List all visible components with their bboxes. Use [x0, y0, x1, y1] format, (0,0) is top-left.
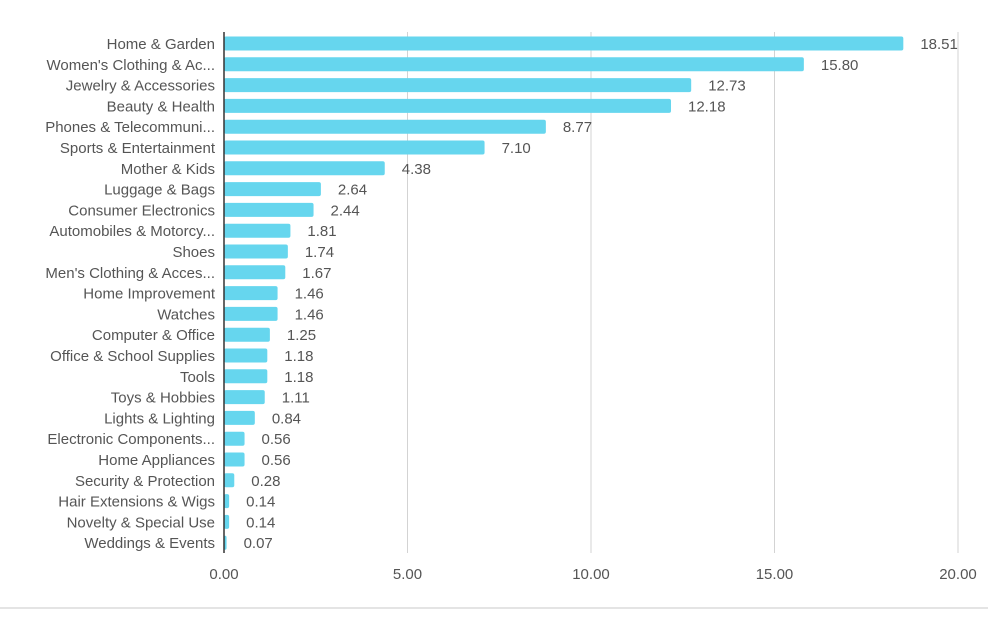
value-label: 1.67	[302, 265, 331, 282]
bar	[224, 473, 235, 488]
value-label: 0.56	[262, 452, 291, 469]
category-label: Home Appliances	[98, 452, 215, 469]
category-label: Lights & Lighting	[104, 410, 215, 427]
value-label: 18.51	[920, 36, 958, 53]
value-label: 8.77	[563, 119, 592, 136]
category-label: Electronic Components...	[47, 431, 215, 448]
bar	[224, 369, 268, 384]
category-label: Phones & Telecommuni...	[45, 119, 215, 136]
bar	[224, 410, 255, 425]
bar	[224, 327, 270, 342]
category-label: Mother & Kids	[121, 161, 215, 178]
bar	[224, 182, 321, 197]
x-tick-label: 20.00	[939, 566, 977, 583]
category-label: Computer & Office	[92, 327, 215, 344]
bar	[224, 390, 265, 405]
value-label: 0.84	[272, 410, 301, 427]
value-label: 1.11	[282, 390, 310, 407]
value-label: 0.14	[246, 494, 275, 511]
value-label: 0.56	[262, 431, 291, 448]
x-tick-label: 5.00	[393, 566, 422, 583]
bar	[224, 202, 314, 217]
bar	[224, 244, 288, 259]
bar	[224, 119, 546, 134]
value-label: 2.64	[338, 182, 367, 199]
bar	[224, 265, 286, 280]
category-label: Men's Clothing & Acces...	[45, 265, 215, 282]
value-label: 0.28	[251, 473, 280, 490]
bar	[224, 348, 268, 363]
category-label: Weddings & Events	[84, 535, 215, 552]
value-label: 1.46	[295, 286, 324, 303]
bar	[224, 161, 385, 176]
category-label: Tools	[180, 369, 215, 386]
value-label: 1.46	[295, 306, 324, 323]
value-label: 0.07	[244, 535, 273, 552]
value-label: 1.81	[307, 223, 336, 240]
category-label: Security & Protection	[75, 473, 215, 490]
bar	[224, 98, 672, 113]
value-label: 0.14	[246, 514, 275, 531]
value-label: 12.73	[708, 78, 746, 95]
category-label: Toys & Hobbies	[111, 390, 215, 407]
category-label: Watches	[157, 306, 215, 323]
bar	[224, 431, 245, 446]
bar	[224, 140, 485, 155]
category-label: Novelty & Special Use	[67, 514, 215, 531]
category-label: Beauty & Health	[107, 98, 215, 115]
value-label: 1.25	[287, 327, 316, 344]
x-tick-label: 10.00	[572, 566, 610, 583]
bar	[224, 223, 291, 238]
bar	[224, 306, 278, 321]
bar	[224, 36, 904, 51]
category-label: Hair Extensions & Wigs	[58, 494, 215, 511]
bar	[224, 57, 804, 72]
category-label: Shoes	[172, 244, 215, 261]
value-label: 12.18	[688, 98, 726, 115]
category-label: Luggage & Bags	[104, 182, 215, 199]
x-tick-label: 15.00	[756, 566, 794, 583]
category-label: Home Improvement	[83, 286, 216, 303]
value-label: 1.74	[305, 244, 334, 261]
value-label: 1.18	[284, 348, 313, 365]
bar	[224, 286, 278, 301]
value-label: 7.10	[502, 140, 531, 157]
bar	[224, 514, 230, 529]
category-label: Consumer Electronics	[68, 202, 215, 219]
bottom-divider	[0, 607, 988, 609]
x-tick-label: 0.00	[209, 566, 238, 583]
value-label: 15.80	[821, 57, 859, 74]
value-label: 4.38	[402, 161, 431, 178]
category-label: Office & School Supplies	[50, 348, 215, 365]
category-label: Automobiles & Motorcy...	[49, 223, 215, 240]
category-label: Jewelry & Accessories	[66, 78, 215, 95]
category-label: Women's Clothing & Ac...	[47, 57, 216, 74]
bar	[224, 452, 245, 467]
bar	[224, 78, 692, 93]
value-label: 1.18	[284, 369, 313, 386]
category-label: Sports & Entertainment	[60, 140, 216, 157]
value-label: 2.44	[331, 202, 360, 219]
bar	[224, 494, 230, 509]
category-label: Home & Garden	[107, 36, 215, 53]
